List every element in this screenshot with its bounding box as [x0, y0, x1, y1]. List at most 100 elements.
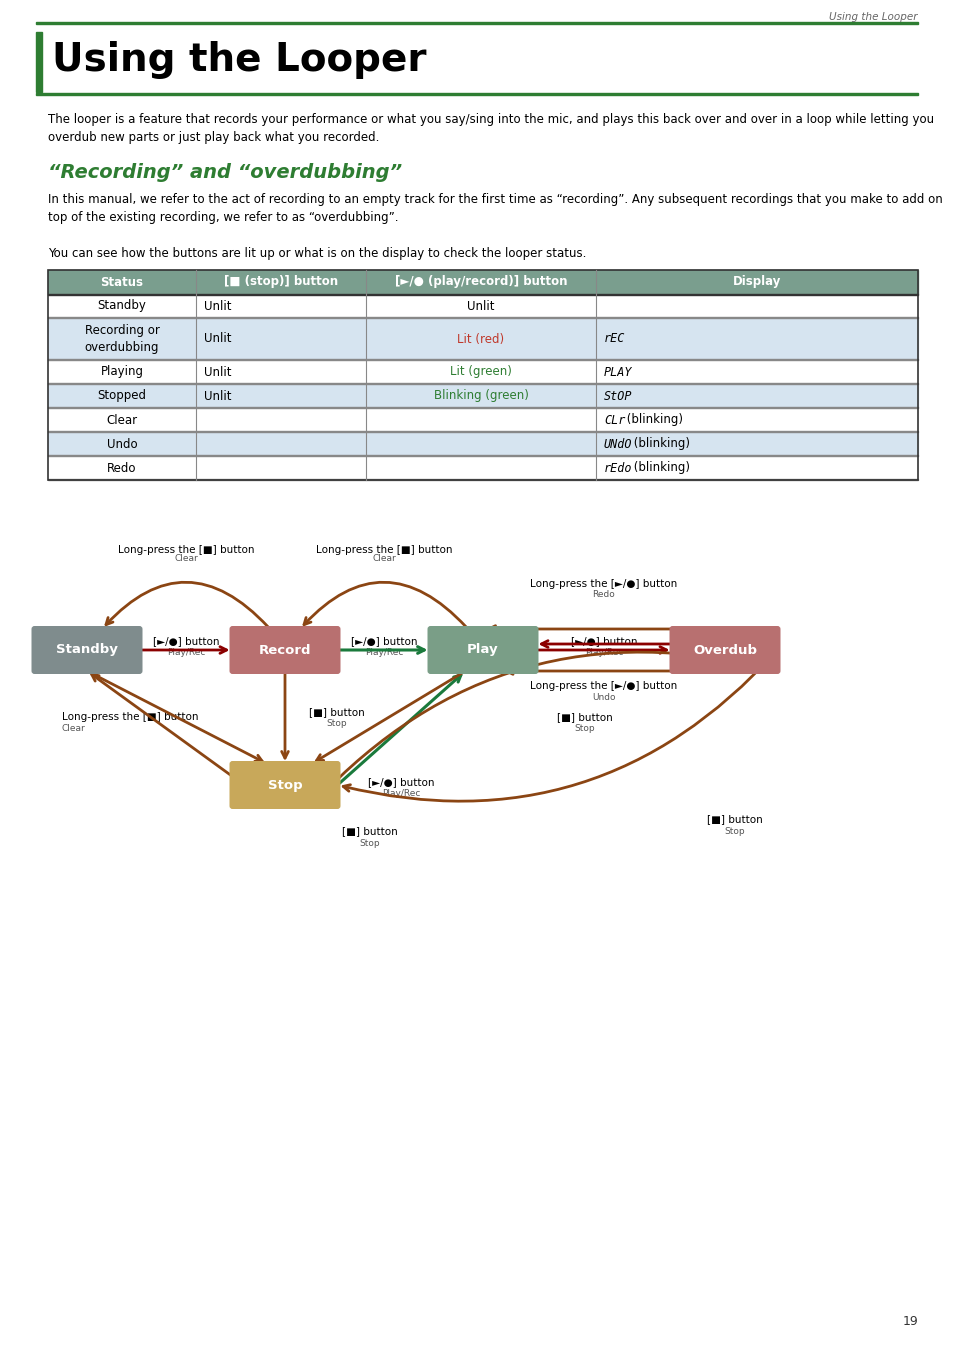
- Bar: [366, 456, 596, 481]
- Text: Play/Rec: Play/Rec: [364, 648, 403, 657]
- Text: Undo: Undo: [107, 437, 137, 451]
- Text: CLr: CLr: [603, 413, 625, 427]
- FancyBboxPatch shape: [230, 761, 340, 809]
- Text: The looper is a feature that records your performance or what you say/sing into : The looper is a feature that records you…: [48, 113, 933, 144]
- FancyBboxPatch shape: [31, 626, 142, 674]
- Bar: [596, 408, 917, 432]
- Text: [►/●] button: [►/●] button: [152, 636, 219, 647]
- Bar: [48, 270, 195, 294]
- Text: PLAY: PLAY: [603, 366, 632, 378]
- Bar: [195, 456, 366, 481]
- Text: Lit (green): Lit (green): [450, 366, 512, 378]
- Bar: [36, 93, 917, 94]
- Text: [►/●] button: [►/●] button: [570, 636, 637, 647]
- Text: Clear: Clear: [372, 554, 395, 563]
- FancyBboxPatch shape: [230, 626, 340, 674]
- Text: (blinking): (blinking): [629, 437, 689, 451]
- Bar: [366, 360, 596, 383]
- Bar: [195, 360, 366, 383]
- Text: Unlit: Unlit: [204, 332, 232, 346]
- Text: [■] button: [■] button: [342, 826, 397, 836]
- Text: Using the Looper: Using the Looper: [828, 12, 917, 22]
- Bar: [48, 432, 195, 456]
- Bar: [36, 32, 42, 92]
- Text: Long-press the [■] button: Long-press the [■] button: [315, 545, 452, 555]
- Bar: [366, 408, 596, 432]
- Text: Play: Play: [467, 644, 498, 656]
- Text: Stopped: Stopped: [97, 390, 147, 402]
- Text: Clear: Clear: [174, 554, 197, 563]
- Text: Long-press the [►/●] button: Long-press the [►/●] button: [530, 579, 677, 589]
- Text: rEdo: rEdo: [603, 462, 632, 474]
- Bar: [366, 319, 596, 360]
- Text: Unlit: Unlit: [467, 300, 495, 312]
- Bar: [596, 383, 917, 408]
- Text: Play/Rec: Play/Rec: [167, 648, 205, 657]
- Text: You can see how the buttons are lit up or what is on the display to check the lo: You can see how the buttons are lit up o…: [48, 247, 586, 261]
- Text: [►/●] button: [►/●] button: [368, 778, 435, 787]
- Bar: [596, 456, 917, 481]
- Text: Redo: Redo: [592, 590, 615, 599]
- Bar: [366, 270, 596, 294]
- Text: rEC: rEC: [603, 332, 625, 346]
- Text: Standby: Standby: [97, 300, 146, 312]
- Text: StOP: StOP: [603, 390, 632, 402]
- Text: In this manual, we refer to the act of recording to an empty track for the first: In this manual, we refer to the act of r…: [48, 193, 942, 224]
- Text: [■ (stop)] button: [■ (stop)] button: [224, 275, 337, 289]
- Bar: [48, 408, 195, 432]
- Text: Long-press the [■] button: Long-press the [■] button: [117, 545, 254, 555]
- Bar: [48, 456, 195, 481]
- Text: Long-press the [■] button: Long-press the [■] button: [62, 713, 198, 722]
- Bar: [366, 294, 596, 319]
- Bar: [596, 360, 917, 383]
- Bar: [48, 383, 195, 408]
- Bar: [48, 360, 195, 383]
- Bar: [195, 294, 366, 319]
- Text: Recording or
overdubbing: Recording or overdubbing: [85, 324, 159, 354]
- Text: [►/●] button: [►/●] button: [351, 636, 416, 647]
- Text: Stop: Stop: [574, 724, 595, 733]
- Bar: [48, 270, 917, 481]
- Text: “Recording” and “overdubbing”: “Recording” and “overdubbing”: [48, 163, 402, 182]
- Text: [■] button: [■] button: [309, 707, 364, 717]
- Text: Standby: Standby: [56, 644, 118, 656]
- Text: Overdub: Overdub: [692, 644, 757, 656]
- Text: Redo: Redo: [107, 462, 136, 474]
- Text: Unlit: Unlit: [204, 366, 232, 378]
- Text: (blinking): (blinking): [623, 413, 682, 427]
- Bar: [366, 432, 596, 456]
- Text: (blinking): (blinking): [629, 462, 689, 474]
- Text: Unlit: Unlit: [204, 390, 232, 402]
- Bar: [366, 383, 596, 408]
- Text: Clear: Clear: [107, 413, 137, 427]
- Text: Play/Rec: Play/Rec: [584, 648, 622, 657]
- Bar: [48, 294, 195, 319]
- Text: Using the Looper: Using the Looper: [52, 40, 426, 80]
- Text: Unlit: Unlit: [204, 300, 232, 312]
- Text: Blinking (green): Blinking (green): [433, 390, 528, 402]
- Bar: [195, 383, 366, 408]
- Bar: [195, 408, 366, 432]
- Text: Clear: Clear: [62, 724, 86, 733]
- Bar: [596, 270, 917, 294]
- Bar: [596, 432, 917, 456]
- Bar: [195, 319, 366, 360]
- Text: Long-press the [►/●] button: Long-press the [►/●] button: [530, 680, 677, 691]
- Text: Stop: Stop: [268, 779, 302, 791]
- Text: Playing: Playing: [100, 366, 143, 378]
- Bar: [36, 22, 917, 24]
- Text: Status: Status: [100, 275, 143, 289]
- Bar: [48, 319, 195, 360]
- FancyBboxPatch shape: [427, 626, 537, 674]
- Text: Display: Display: [732, 275, 781, 289]
- Text: Record: Record: [258, 644, 311, 656]
- Bar: [195, 432, 366, 456]
- Bar: [596, 294, 917, 319]
- Text: [■] button: [■] button: [706, 814, 762, 824]
- Text: UNdO: UNdO: [603, 437, 632, 451]
- Bar: [195, 270, 366, 294]
- Text: Play/Rec: Play/Rec: [382, 788, 420, 798]
- Text: [■] button: [■] button: [557, 713, 612, 722]
- Bar: [596, 319, 917, 360]
- Bar: [48, 293, 917, 296]
